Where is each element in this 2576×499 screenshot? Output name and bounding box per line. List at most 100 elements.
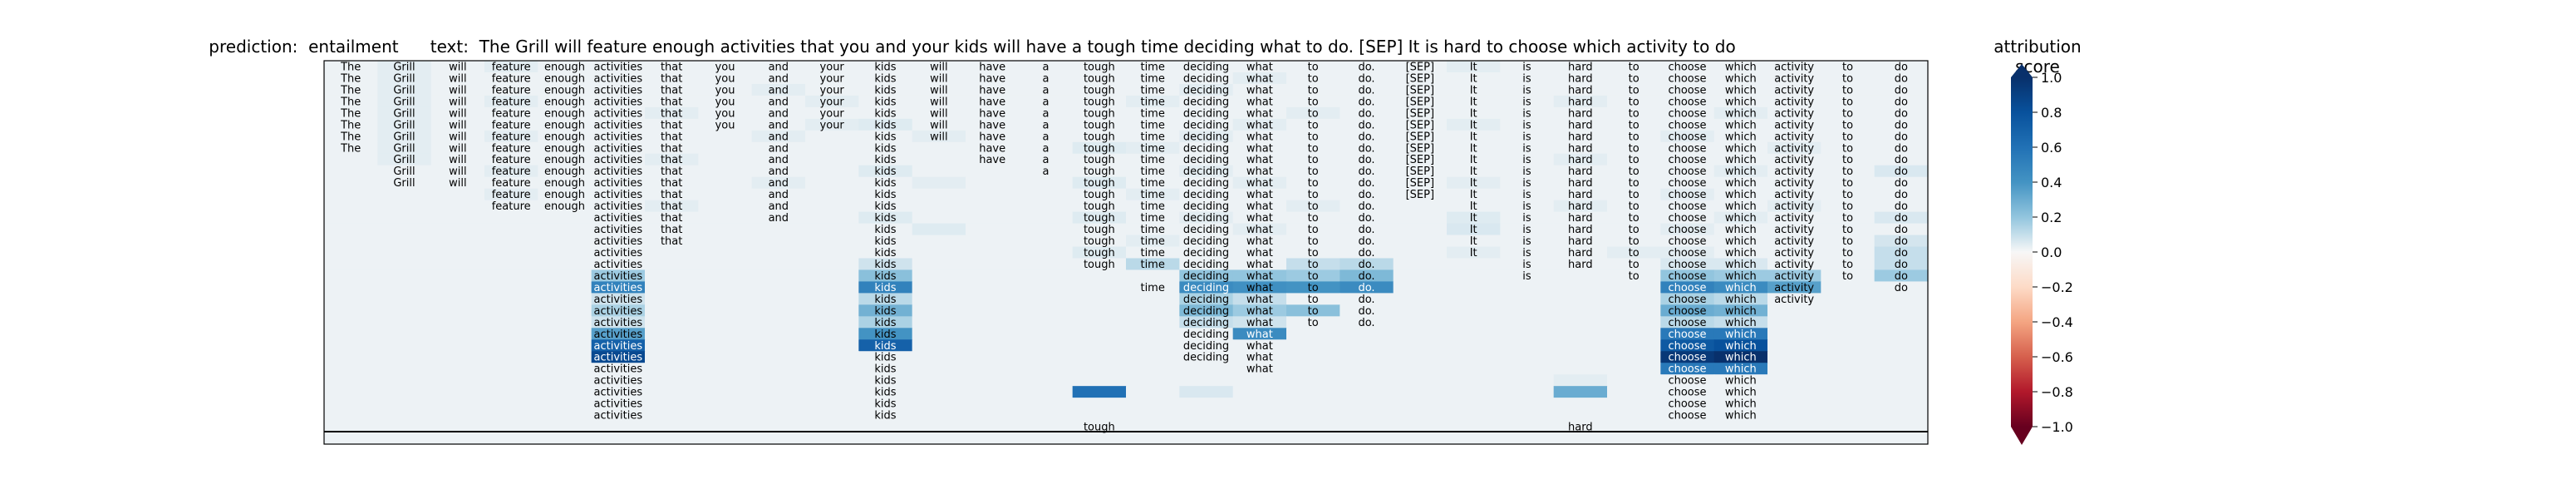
heatmap-cell <box>966 118 1020 131</box>
heatmap-cell <box>858 200 913 213</box>
heatmap-cell <box>698 72 753 85</box>
heatmap-cell <box>591 153 646 166</box>
heatmap-frame <box>323 60 1929 445</box>
token-label: do <box>1895 154 1908 166</box>
heatmap-cell <box>1553 293 1608 305</box>
heatmap-cell <box>805 176 859 190</box>
heatmap-cell <box>484 421 538 433</box>
heatmap-cell <box>324 386 378 398</box>
token-label: hard <box>1568 247 1593 259</box>
heatmap-cell <box>1607 398 1661 410</box>
token-label: It <box>1470 131 1477 143</box>
token-label: [SEP] <box>1406 131 1434 143</box>
token-label: do. <box>1358 317 1374 329</box>
heatmap-cell <box>1019 316 1074 329</box>
heatmap-cell <box>591 328 646 340</box>
heatmap-cell <box>1340 386 1394 398</box>
heatmap-cell <box>1660 316 1715 329</box>
heatmap-cell <box>858 95 913 108</box>
token-label: tough <box>1084 189 1115 201</box>
heatmap-cell <box>484 328 538 340</box>
token-label: which <box>1725 166 1757 178</box>
token-label: time <box>1140 107 1164 120</box>
heatmap-cell <box>966 200 1020 213</box>
heatmap-cell <box>484 432 538 445</box>
token-label: enough <box>544 154 585 166</box>
heatmap-cell <box>1447 141 1501 155</box>
heatmap-cell <box>1607 409 1661 422</box>
heatmap-cell <box>591 83 646 96</box>
heatmap-cell <box>1072 200 1127 213</box>
token-label: Grill <box>393 166 415 178</box>
token-label: hard <box>1568 84 1593 96</box>
heatmap-cell <box>324 398 378 410</box>
token-label: kids <box>874 294 896 306</box>
heatmap-cell <box>591 106 646 120</box>
heatmap-cell <box>1072 339 1127 352</box>
token-label: do <box>1895 270 1908 283</box>
heatmap-cell <box>1874 235 1929 248</box>
heatmap-cell <box>1447 83 1501 96</box>
token-label: time <box>1140 200 1164 213</box>
token-label: kids <box>874 352 896 364</box>
token-label: to <box>1842 119 1853 131</box>
heatmap-cell <box>1447 363 1501 375</box>
heatmap-cell <box>538 363 592 375</box>
heatmap-cell <box>1660 141 1715 155</box>
heatmap-cell <box>1072 235 1127 248</box>
heatmap-cell <box>1553 269 1608 283</box>
heatmap-cell <box>1874 130 1929 143</box>
heatmap-cell <box>1179 211 1234 225</box>
heatmap-cell <box>1500 374 1555 387</box>
heatmap-cell <box>912 188 966 201</box>
heatmap-cell <box>1232 106 1287 120</box>
token-label: choose <box>1668 282 1706 294</box>
heatmap-cell <box>1821 118 1875 131</box>
token-label: which <box>1725 142 1757 155</box>
token-label: kids <box>874 305 896 318</box>
heatmap-cell <box>1179 106 1234 120</box>
token-label: do <box>1895 177 1908 190</box>
heatmap-cell <box>1393 141 1448 155</box>
token-label: to <box>1308 61 1319 73</box>
heatmap-cell <box>1553 83 1608 96</box>
heatmap-cell <box>1179 118 1234 131</box>
heatmap-cell <box>1340 363 1394 375</box>
heatmap-cell <box>377 363 432 375</box>
token-label: feature <box>492 96 531 108</box>
token-label: It <box>1470 177 1477 190</box>
token-label: what <box>1246 270 1273 283</box>
heatmap-cell <box>324 351 378 363</box>
heatmap-cell <box>698 374 753 387</box>
token-label: to <box>1629 200 1639 213</box>
heatmap-cell <box>645 386 699 398</box>
token-label: activities <box>594 212 643 225</box>
heatmap-cell <box>484 200 538 213</box>
token-label: hard <box>1568 119 1593 131</box>
heatmap-cell <box>698 339 753 352</box>
heatmap-cell <box>430 223 485 236</box>
token-label: what <box>1246 131 1273 143</box>
heatmap-cell <box>1340 374 1394 387</box>
heatmap-cell <box>591 211 646 225</box>
heatmap-cell <box>645 130 699 143</box>
heatmap-cell <box>1447 106 1501 120</box>
token-label: to <box>1842 177 1853 190</box>
token-label: to <box>1308 317 1319 329</box>
colorbar-tick-label: −0.8 <box>2041 384 2073 400</box>
heatmap-cell <box>430 374 485 387</box>
heatmap-cell <box>430 153 485 166</box>
heatmap-cell <box>591 200 646 213</box>
token-label: choose <box>1668 84 1706 96</box>
heatmap-cell <box>751 293 806 305</box>
colorbar-top-extension <box>2011 64 2033 77</box>
token-label: time <box>1140 96 1164 108</box>
token-label: deciding <box>1183 154 1229 166</box>
heatmap-cell <box>645 316 699 329</box>
heatmap-cell <box>1767 281 1821 294</box>
heatmap-cell <box>1713 351 1768 363</box>
heatmap-cell <box>1340 106 1394 120</box>
heatmap-cell <box>1607 200 1661 213</box>
heatmap-cell <box>1874 293 1929 305</box>
heatmap-cell <box>377 106 432 120</box>
